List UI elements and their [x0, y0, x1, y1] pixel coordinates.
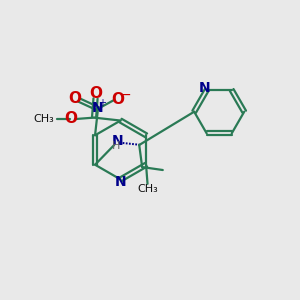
Text: O: O — [64, 111, 78, 126]
Text: N: N — [92, 101, 103, 115]
Text: +: + — [98, 98, 106, 109]
Text: H: H — [112, 141, 120, 151]
Text: O: O — [112, 92, 124, 106]
Text: CH₃: CH₃ — [34, 114, 54, 124]
Text: −: − — [119, 88, 131, 102]
Text: N: N — [115, 175, 126, 189]
Text: O: O — [89, 86, 102, 101]
Text: CH₃: CH₃ — [137, 184, 158, 194]
Text: N: N — [111, 134, 123, 148]
Text: O: O — [68, 91, 81, 106]
Text: N: N — [199, 81, 210, 95]
